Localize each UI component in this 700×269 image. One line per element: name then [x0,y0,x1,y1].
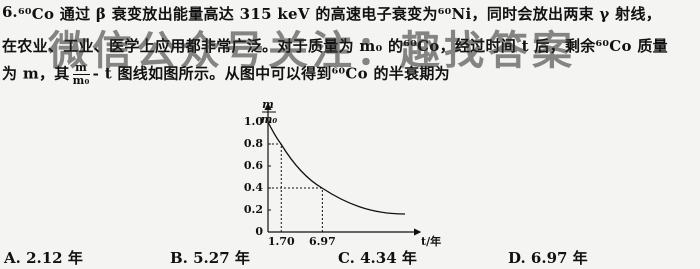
option: C. 4.34 年 [338,249,417,267]
x-tick-label: 6.97 [309,235,336,248]
y-tick-label: 0.6 [244,159,263,172]
decay-curve [267,121,406,215]
watermark: 微信公众号关注：趣找答案 [48,28,576,74]
text: - t 图线如图所示。从图中可以得到⁶⁰Co 的半衰期为 [92,64,450,83]
fraction: m m₀ [72,62,90,87]
x-tick-label: 1.70 [268,235,295,248]
option: A. 2.12 年 [4,249,83,267]
question-number: 6. [2,3,18,21]
option: D. 6.97 年 [508,249,588,267]
y-tick-label: 0.2 [244,203,263,216]
denominator: m₀ [72,74,90,87]
y-label-denominator: m₀ [261,113,278,126]
question-line: 在农业、工业、医学上应用都非常广泛。对于质量为 m₀ 的⁶⁰Co，经过时间 t … [2,37,668,55]
y-tick-label: 1.0 [244,115,263,128]
option: B. 5.27 年 [170,249,250,267]
question-line: ⁶⁰Co 通过 β 衰变放出能量高达 315 keV 的高速电子衰变为⁶⁰Ni，… [18,5,662,23]
numerator: m [72,62,90,75]
y-tick-label: 0 [255,225,263,238]
y-tick-label: 0.8 [244,137,263,150]
question-line: 为 m，其 m m₀ - t 图线如图所示。从图中可以得到⁶⁰Co 的半衰期为 [2,62,450,87]
x-label: t/年 [421,234,441,248]
y-tick-label: 0.4 [244,181,263,194]
text: 为 m，其 [2,64,70,83]
y-label-numerator: m [262,98,274,111]
